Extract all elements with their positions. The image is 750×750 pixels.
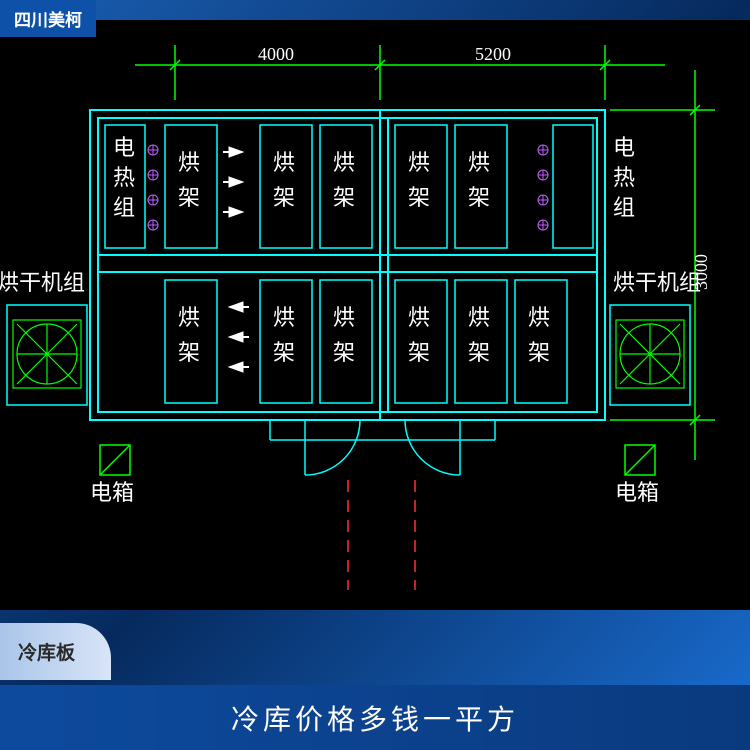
dryer-right-label: 烘干机组 <box>613 270 701 295</box>
bottom-banner: 冷库价格多钱一平方 <box>0 685 750 750</box>
dim-text-5200: 5200 <box>475 44 511 64</box>
svg-text:烘架: 烘架 <box>333 150 355 210</box>
heat-symbols-l <box>148 145 158 230</box>
elec-box-left: 电箱 <box>90 445 134 505</box>
dim-text-4000: 4000 <box>258 44 294 64</box>
svg-text:烘架: 烘架 <box>468 150 490 210</box>
heat-symbols-r <box>538 145 548 230</box>
heat-group-right <box>553 125 593 248</box>
heat-group-left-label: 电 热 组 <box>113 135 141 220</box>
cad-drawing: 4000 5200 3000 电 热 组 <box>0 20 750 610</box>
svg-text:电箱: 电箱 <box>615 480 659 505</box>
racks-bottom <box>165 280 567 403</box>
svg-text:烘架: 烘架 <box>408 150 430 210</box>
svg-text:电箱: 电箱 <box>90 480 134 505</box>
elec-box-right: 电箱 <box>615 445 659 505</box>
racks-top-labels: 烘架 烘架 烘架 烘架 烘架 <box>178 150 490 210</box>
svg-text:烘架: 烘架 <box>273 305 295 365</box>
fan-right <box>616 320 684 388</box>
fan-left <box>13 320 81 388</box>
svg-text:烘架: 烘架 <box>408 305 430 365</box>
svg-text:烘架: 烘架 <box>528 305 550 365</box>
centerlines <box>348 480 415 590</box>
heat-group-right-label: 电 热 组 <box>613 135 641 220</box>
dim-top-2 <box>380 45 665 100</box>
arrows-top <box>223 147 243 217</box>
svg-text:烘架: 烘架 <box>178 150 200 210</box>
arrows-bottom <box>229 302 249 372</box>
product-badge: 冷库板 <box>0 628 103 675</box>
svg-text:烘架: 烘架 <box>468 305 490 365</box>
svg-text:烘架: 烘架 <box>178 305 200 365</box>
dryer-left-label: 烘干机组 <box>0 270 85 295</box>
doors <box>270 420 495 475</box>
svg-text:烘架: 烘架 <box>333 305 355 365</box>
brand-badge: 四川美柯 <box>0 0 96 37</box>
cad-svg: 4000 5200 3000 电 热 组 <box>0 20 750 610</box>
svg-text:烘架: 烘架 <box>273 150 295 210</box>
